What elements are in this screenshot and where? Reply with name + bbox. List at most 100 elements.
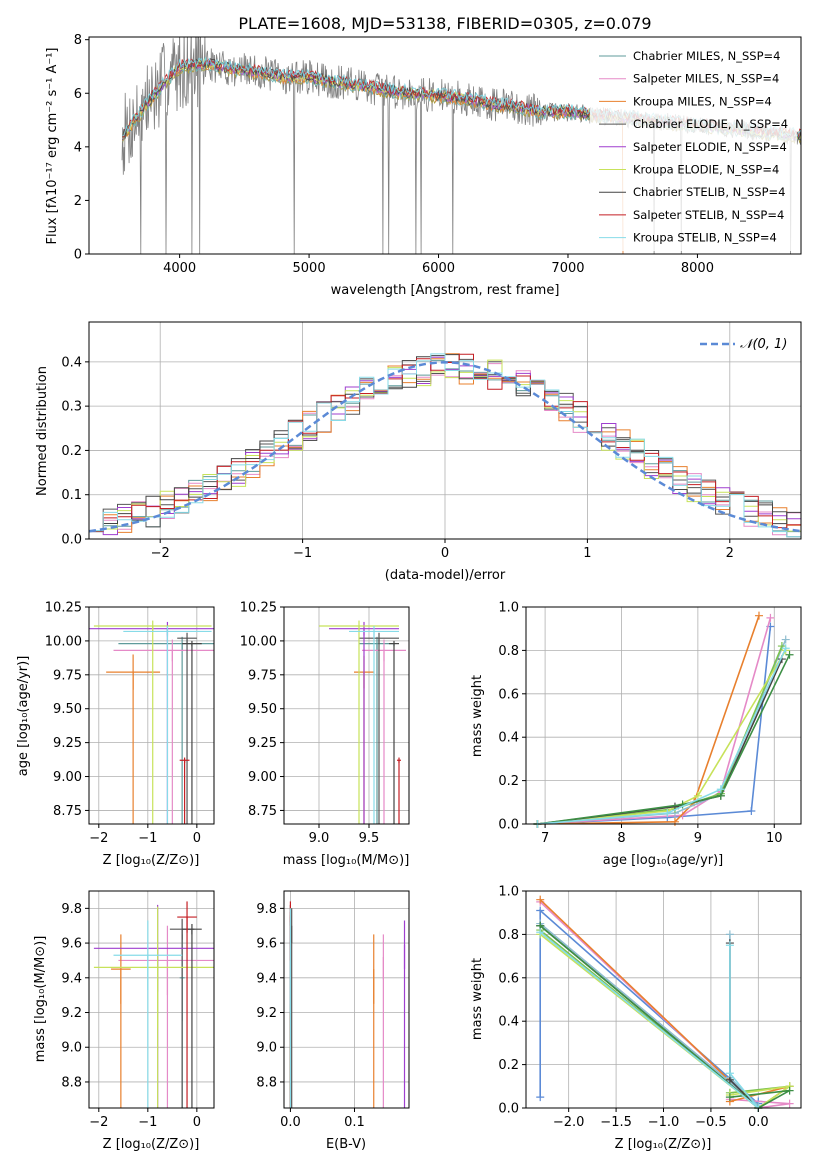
y-tick-label: 8.75 xyxy=(248,804,277,819)
y-tick-label: 0.8 xyxy=(498,644,519,659)
mass-weight-marker xyxy=(536,895,545,904)
mass-weight-line xyxy=(539,908,760,1106)
x-tick-label: 0 xyxy=(441,546,449,561)
normal-legend-label: 𝒩(0, 1) xyxy=(740,337,787,352)
y-tick-label: 0.0 xyxy=(498,1102,519,1117)
y-tick-label: 2 xyxy=(74,194,82,209)
y-tick-label: 9.50 xyxy=(53,702,82,717)
mass-weight-marker xyxy=(725,930,734,939)
weight-vs-z-lines xyxy=(536,895,794,1112)
spectrum-ticks: 4000 5000 6000 7000 8000 0 2 4 6 8 xyxy=(74,33,714,276)
legend-entry: Kroupa STELIB, N_SSP=4 xyxy=(633,231,777,245)
mass-vs-ebv-ticks: 0.0 0.1 8.8 9.0 9.2 9.4 9.6 9.8 xyxy=(256,902,365,1130)
x-tick-label: −2 xyxy=(89,831,108,846)
y-tick-label: 0.8 xyxy=(498,928,519,943)
mass-vs-z-ticks: −2 −1 0 8.8 9.0 9.2 9.4 9.6 9.8 xyxy=(61,902,201,1130)
weight-vs-age-xlabel: age [log₁₀(age/yr)] xyxy=(603,853,724,868)
mass-weight-line xyxy=(539,899,791,1110)
figure-title: PLATE=1608, MJD=53138, FIBERID=0305, z=0… xyxy=(238,14,651,33)
mass-weight-line xyxy=(537,639,787,825)
mass-vs-z-ylabel: mass [log₁₀(M/M⊙)] xyxy=(33,936,48,1063)
weight-vs-z-ticks: −2.0 −1.5 −1.0 −0.5 0.0 0.0 0.2 0.4 0.6 0.8 1.0 xyxy=(498,885,768,1131)
y-tick-label: 0.1 xyxy=(61,488,82,503)
weight-vs-age-panel: 7 8 9 10 0.0 0.2 0.4 0.6 0.8 1.0 age [log₁₀(age/y… xyxy=(470,601,802,868)
mass-weight-line xyxy=(539,922,759,1107)
mass-weight-line xyxy=(537,658,783,825)
x-tick-label: 0.1 xyxy=(344,1115,365,1130)
age-vs-z-ylabel: age [log₁₀(age/yr)] xyxy=(16,656,31,777)
mass-weight-marker xyxy=(536,928,545,937)
weight-vs-z-panel: −2.0 −1.5 −1.0 −0.5 0.0 0.0 0.2 0.4 0.6 0.8 1.0 Z … xyxy=(470,885,802,1152)
x-tick-label: −1.0 xyxy=(648,1115,680,1130)
x-tick-label: −1 xyxy=(138,831,157,846)
mass-weight-marker xyxy=(725,941,734,950)
mass-weight-line xyxy=(537,615,760,825)
x-tick-label: 6000 xyxy=(422,261,455,276)
mass-weight-line xyxy=(539,925,790,1109)
x-tick-label: 0.0 xyxy=(748,1115,769,1130)
mass-weight-marker xyxy=(725,1093,734,1102)
age-vs-mass-errorbars xyxy=(319,620,406,824)
mass-weight-marker xyxy=(693,791,702,800)
mass-weight-marker xyxy=(725,1069,734,1078)
mass-vs-ebv-errorbars xyxy=(289,901,406,1108)
y-tick-label: 9.25 xyxy=(53,736,82,751)
mass-weight-marker xyxy=(747,806,756,815)
mass-weight-marker xyxy=(785,1099,794,1108)
y-tick-label: 10.00 xyxy=(45,634,82,649)
mass-vs-ebv-axes-frame xyxy=(283,890,410,1109)
residual-ylabel: Normed distribution xyxy=(35,366,50,496)
mass-weight-marker xyxy=(716,785,725,794)
y-tick-label: 9.4 xyxy=(256,971,277,986)
spectrum-legend: Chabrier MILES, N_SSP=4 Salpeter MILES, N… xyxy=(590,43,797,251)
mass-vs-ebv-xlabel: E(B-V) xyxy=(326,1137,366,1152)
residual-panel: −2 −1 0 1 2 0.0 0.1 0.2 0.3 0.4 (data-model)/erro… xyxy=(35,321,802,583)
x-tick-label: 1 xyxy=(583,546,591,561)
y-tick-label: 0.0 xyxy=(498,818,519,833)
legend-entry: Salpeter STELIB, N_SSP=4 xyxy=(633,208,784,222)
y-tick-label: 0 xyxy=(74,248,82,263)
weight-vs-age-ylabel: mass weight xyxy=(470,675,485,757)
weight-vs-z-ylabel: mass weight xyxy=(470,958,485,1040)
legend-entry: Chabrier ELODIE, N_SSP=4 xyxy=(633,117,788,131)
weight-vs-z-grid xyxy=(526,890,801,1109)
y-tick-label: 9.6 xyxy=(61,937,82,952)
mass-weight-marker xyxy=(781,635,790,644)
legend-entry: Kroupa ELODIE, N_SSP=4 xyxy=(633,163,779,177)
legend-entry: Salpeter MILES, N_SSP=4 xyxy=(633,72,779,86)
mass-vs-z-panel: −2 −1 08.89.09.29.49.69.8 Z [log₁₀(Z/Z⊙)] … xyxy=(33,890,215,1152)
x-tick-label: 4000 xyxy=(163,261,196,276)
y-tick-label: 9.8 xyxy=(61,902,82,917)
age-vs-mass-ticks: 9.0 9.5 8.75 9.00 9.25 9.50 9.75 10.00 10.25 xyxy=(240,601,380,847)
y-tick-label: 9.0 xyxy=(61,1041,82,1056)
mass-vs-z-xlabel: Z [log₁₀(Z/Z⊙)] xyxy=(103,1137,200,1152)
y-tick-label: 0.4 xyxy=(498,1015,519,1030)
y-tick-label: 4 xyxy=(74,140,82,155)
y-tick-label: 9.75 xyxy=(248,668,277,683)
y-tick-label: 9.8 xyxy=(256,902,277,917)
weight-vs-age-lines xyxy=(533,611,794,828)
y-tick-label: 0.2 xyxy=(61,444,82,459)
y-tick-label: 0.6 xyxy=(498,687,519,702)
y-tick-label: 8.8 xyxy=(61,1075,82,1090)
y-tick-label: 9.75 xyxy=(53,668,82,683)
legend-entry: Salpeter ELODIE, N_SSP=4 xyxy=(633,140,787,154)
mass-weight-line xyxy=(539,931,759,1109)
y-tick-label: 9.2 xyxy=(256,1006,277,1021)
y-tick-label: 0.0 xyxy=(61,533,82,548)
x-tick-label: −2.0 xyxy=(553,1115,585,1130)
mass-weight-marker xyxy=(754,611,763,620)
y-tick-label: 1.0 xyxy=(498,601,519,616)
x-tick-label: 7000 xyxy=(551,261,584,276)
legend-entry: Kroupa MILES, N_SSP=4 xyxy=(633,94,772,108)
x-tick-label: 8 xyxy=(617,831,625,846)
mass-weight-marker xyxy=(766,613,775,622)
y-tick-label: 0.2 xyxy=(498,1058,519,1073)
mass-weight-marker xyxy=(678,811,687,820)
x-tick-label: −1 xyxy=(293,546,312,561)
x-tick-label: 10 xyxy=(766,831,783,846)
residual-histogram-step xyxy=(89,359,801,532)
spectrum-ylabel: Flux [fλ10⁻¹⁷ erg cm⁻² s⁻¹ A⁻¹] xyxy=(45,48,60,245)
normal-distribution-curve xyxy=(89,361,801,533)
